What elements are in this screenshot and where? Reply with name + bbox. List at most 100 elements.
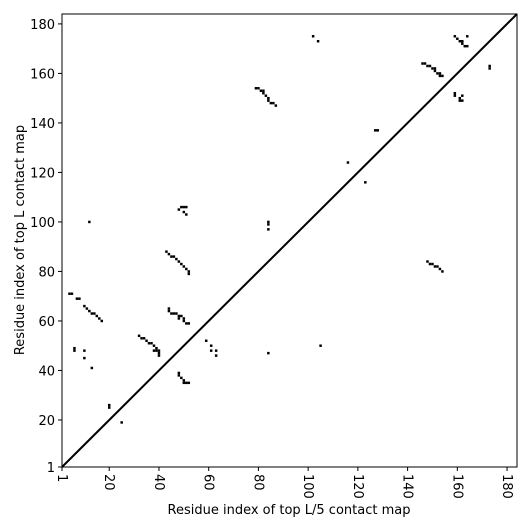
contact — [182, 205, 186, 209]
contact — [269, 101, 273, 105]
contact — [436, 265, 439, 268]
x-tick-label: 100 — [300, 474, 315, 499]
x-tick-label: 1 — [54, 474, 69, 482]
contact — [177, 260, 181, 263]
contact — [172, 312, 176, 315]
contact — [185, 322, 188, 325]
contact — [267, 228, 270, 231]
contact — [177, 317, 181, 320]
contact — [461, 42, 464, 45]
contact — [95, 314, 99, 318]
contact — [214, 349, 218, 352]
contact — [267, 223, 270, 226]
x-tick-label: 20 — [101, 474, 116, 491]
contact — [137, 334, 141, 338]
contact — [185, 267, 188, 271]
contact — [167, 252, 171, 256]
contact — [180, 314, 183, 318]
contact — [70, 292, 74, 295]
x-axis-label: Residue index of top L/5 contact map — [168, 503, 411, 518]
plot-frame — [61, 13, 518, 468]
contact — [426, 64, 429, 68]
contact — [175, 257, 178, 261]
y-tick-label: 1 — [47, 461, 55, 476]
contact — [441, 270, 444, 273]
y-tick-label: 120 — [30, 166, 55, 181]
contact — [438, 72, 442, 75]
contact — [316, 39, 320, 43]
contact — [170, 255, 173, 258]
contact — [167, 307, 171, 310]
contact — [185, 381, 188, 385]
x-tick-label: 40 — [151, 474, 166, 491]
contact — [182, 379, 186, 382]
contact — [433, 265, 437, 268]
contact — [170, 312, 173, 315]
contact — [180, 376, 183, 380]
contact — [182, 381, 186, 385]
contact — [157, 349, 161, 352]
contact — [167, 309, 171, 313]
contact — [311, 35, 315, 38]
contact — [428, 64, 432, 68]
contact — [376, 129, 380, 132]
contact — [142, 337, 146, 340]
contact — [453, 94, 457, 97]
contact — [180, 262, 183, 266]
contact — [267, 99, 270, 102]
contact — [257, 87, 260, 90]
contact — [182, 210, 186, 214]
contact — [107, 403, 111, 407]
contact — [180, 205, 183, 209]
y-tick-label: 20 — [38, 414, 55, 429]
contact — [433, 67, 437, 70]
contact — [85, 307, 89, 310]
contact — [100, 319, 104, 323]
contact — [182, 265, 186, 268]
contact — [68, 292, 71, 295]
contact — [88, 220, 91, 224]
contact — [152, 344, 156, 347]
contact — [177, 374, 181, 377]
contact — [140, 337, 143, 340]
contact — [426, 260, 429, 263]
contact — [177, 371, 181, 375]
contact — [150, 341, 153, 345]
contact — [264, 94, 268, 97]
contact — [431, 262, 434, 266]
contact — [182, 319, 186, 323]
contact — [155, 346, 158, 350]
contact — [458, 39, 462, 43]
contact — [267, 220, 270, 224]
contact — [438, 267, 442, 271]
contact — [185, 213, 188, 216]
contact — [209, 344, 213, 347]
contact — [209, 349, 213, 352]
contact — [177, 314, 181, 318]
contact — [93, 312, 96, 315]
x-tick-label: 80 — [250, 474, 265, 491]
contact — [259, 89, 263, 92]
y-tick-label: 40 — [38, 364, 55, 379]
contact — [488, 67, 491, 70]
contact — [458, 96, 462, 100]
contact — [73, 346, 76, 350]
y-tick-label: 80 — [38, 265, 55, 280]
contact — [438, 74, 442, 78]
contact — [254, 87, 258, 90]
contact — [83, 349, 86, 352]
y-tick-label: 160 — [30, 67, 55, 82]
contact — [431, 67, 434, 70]
y-tick-label: 180 — [30, 18, 55, 33]
contact — [262, 89, 265, 92]
contact — [488, 64, 491, 68]
contact — [185, 205, 188, 209]
diagonal — [61, 13, 518, 468]
contact — [461, 39, 464, 43]
contact — [461, 94, 464, 97]
x-tick-label: 180 — [499, 474, 514, 499]
contact — [75, 297, 79, 300]
contact — [155, 349, 158, 352]
x-tick-label: 140 — [400, 474, 415, 499]
